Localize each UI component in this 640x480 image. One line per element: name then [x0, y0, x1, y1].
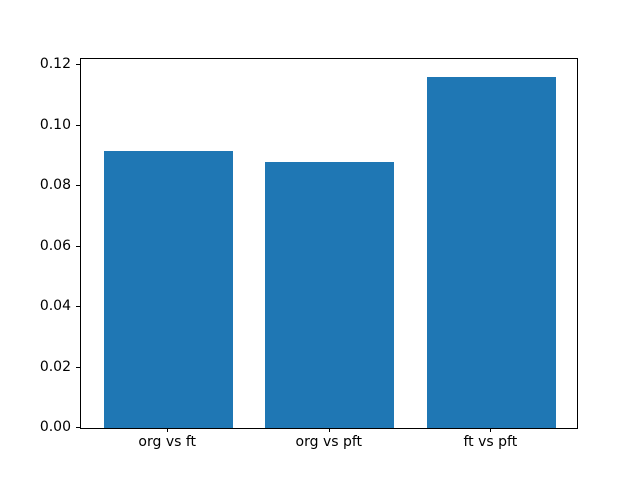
x-tick-mark	[328, 428, 330, 432]
y-tick-mark	[76, 246, 80, 247]
x-tick-mark	[490, 428, 492, 432]
x-tick-label: ft vs pft	[463, 434, 518, 450]
y-tick-label: 0.04	[39, 298, 71, 314]
y-tick-label: 0.02	[39, 359, 71, 375]
y-tick-mark	[76, 64, 80, 65]
x-tick-label: org vs ft	[138, 434, 197, 450]
x-tick-mark	[167, 428, 169, 432]
y-tick-label: 0.08	[39, 177, 71, 193]
bar	[265, 161, 395, 428]
bar	[426, 77, 556, 428]
plot-area	[80, 58, 578, 429]
x-tick-label: org vs pft	[295, 434, 363, 450]
y-tick-label: 0.12	[39, 56, 71, 72]
y-tick-mark	[76, 367, 80, 368]
y-tick-mark	[76, 125, 80, 126]
bar	[103, 151, 233, 428]
y-tick-label: 0.10	[39, 117, 71, 133]
y-tick-mark	[76, 427, 80, 428]
y-tick-label: 0.00	[39, 419, 71, 435]
y-tick-label: 0.06	[39, 238, 71, 254]
y-tick-mark	[76, 185, 80, 186]
y-tick-mark	[76, 306, 80, 307]
